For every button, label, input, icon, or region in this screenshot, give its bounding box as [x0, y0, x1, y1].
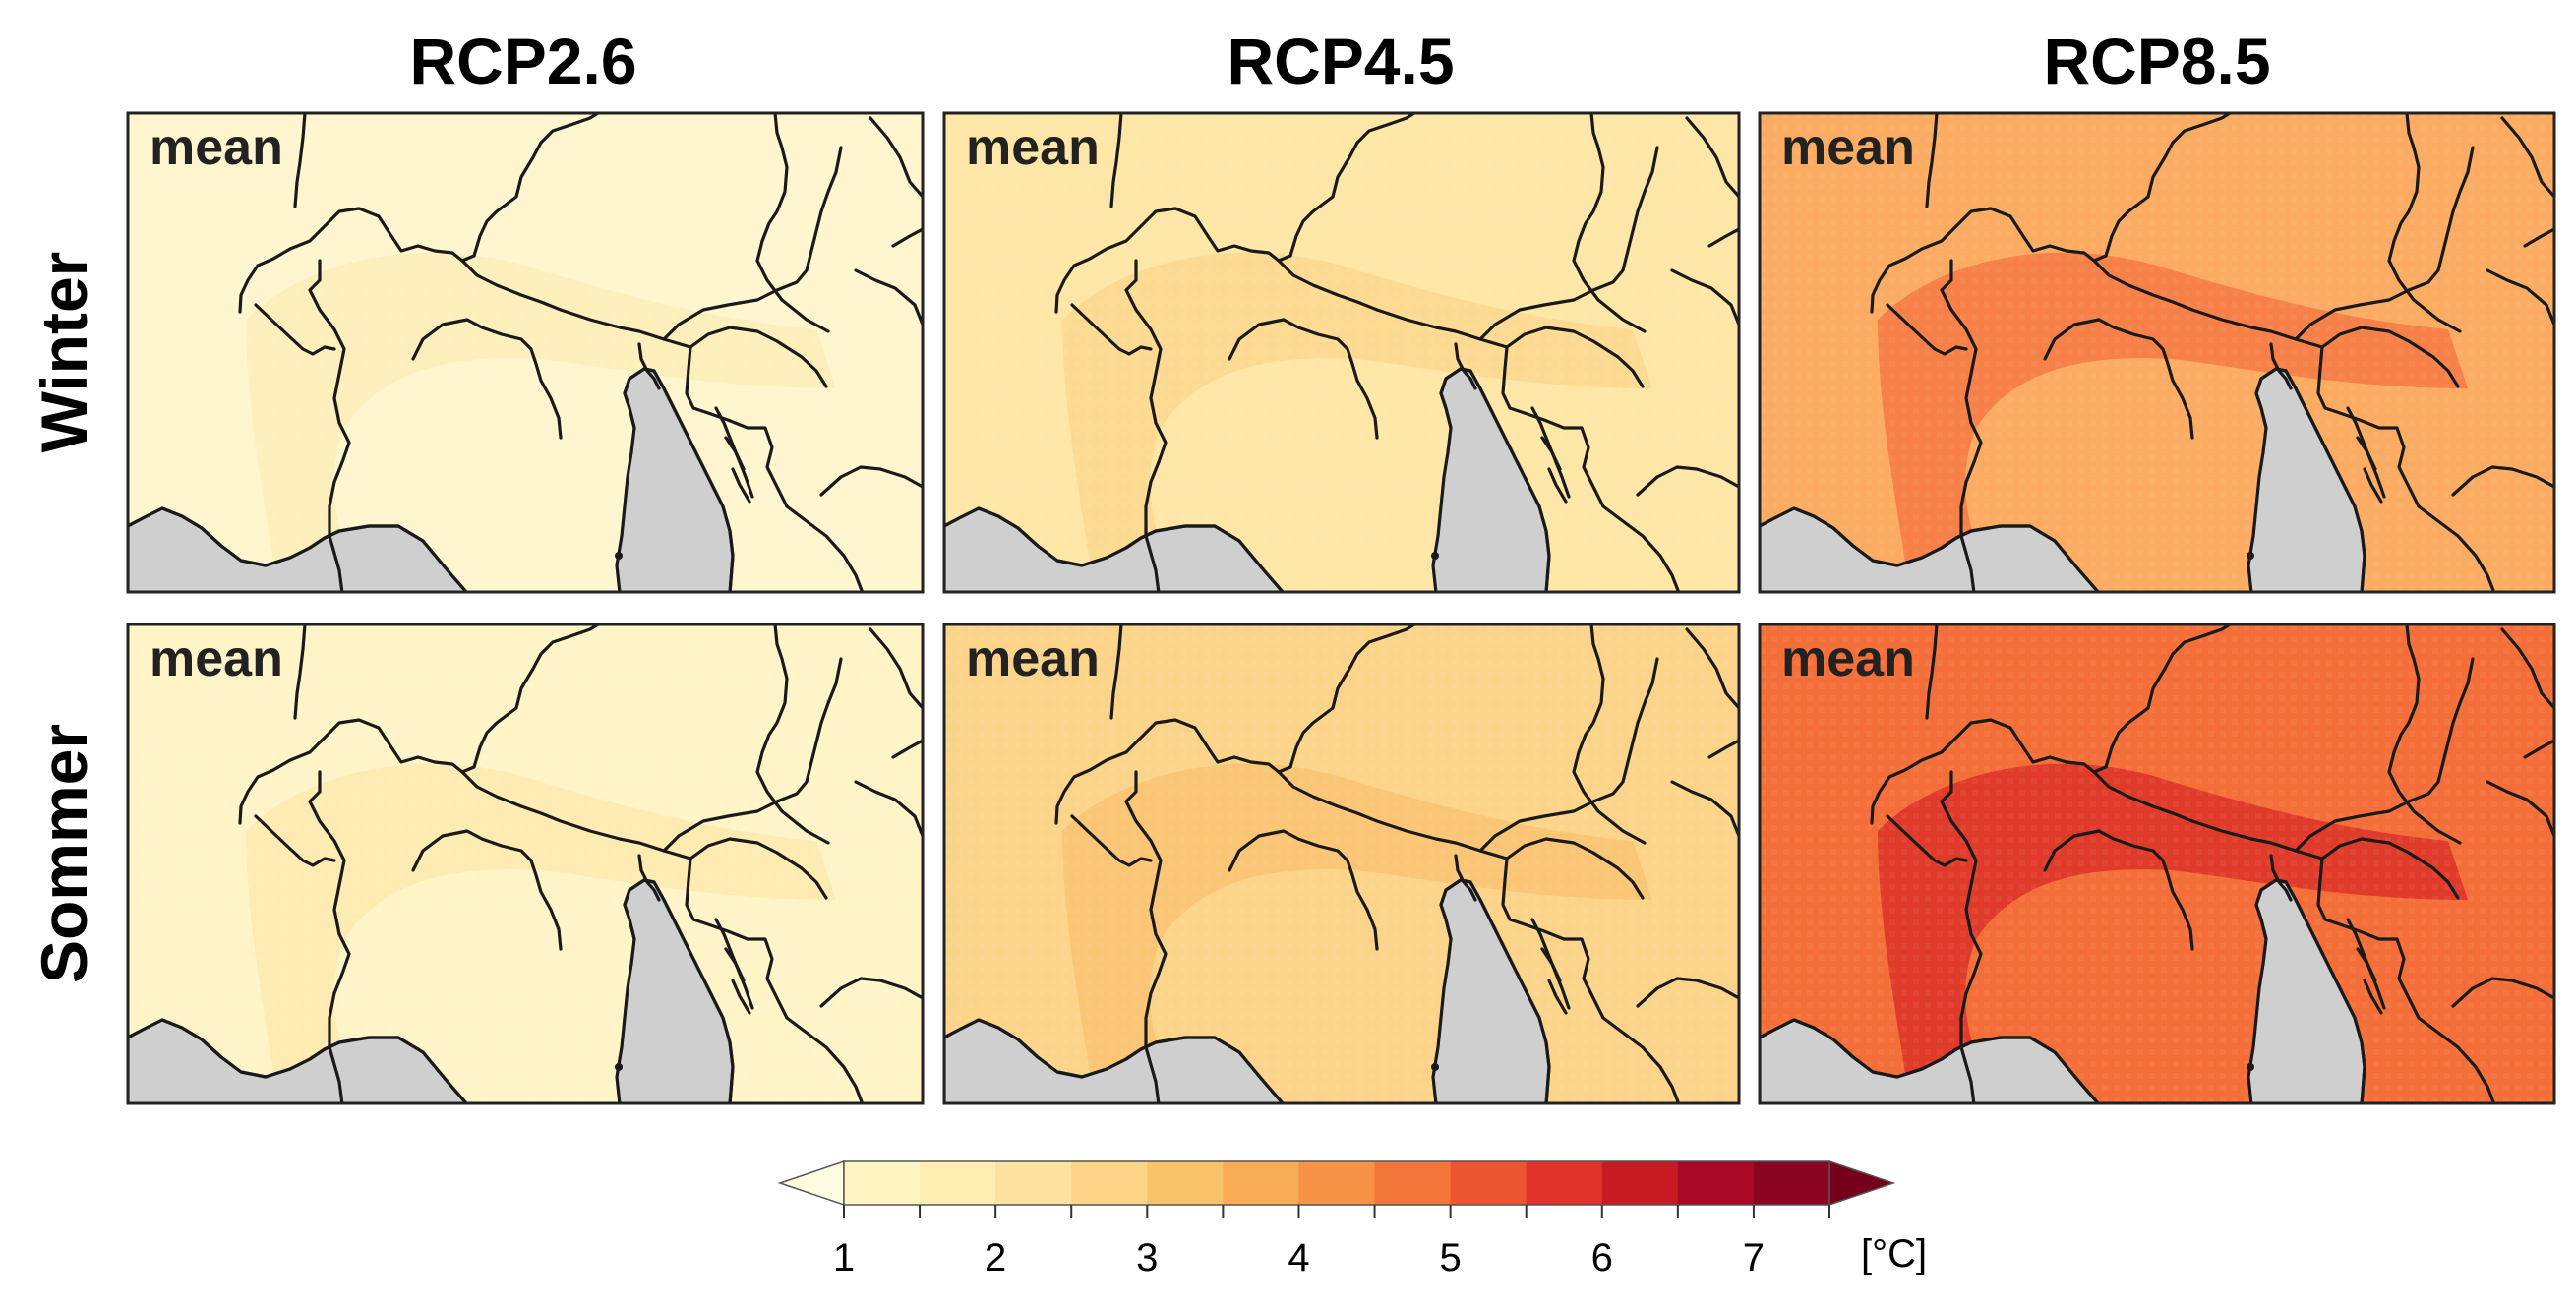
- colorbar-bin-0: [844, 1161, 921, 1205]
- panel-frame: [942, 111, 1741, 594]
- map-panel-sommer-rcp85: mean: [1758, 623, 2556, 1105]
- colorbar-bin-9: [1526, 1161, 1603, 1205]
- panel-label-mean: mean: [150, 119, 283, 176]
- colorbar: 1 2 3 4 5 6 7: [777, 1159, 1896, 1279]
- colorbar-tick-label-6: 6: [1591, 1236, 1613, 1279]
- colorbar-tick-label-1: 1: [833, 1236, 855, 1279]
- map-panel-winter-rcp85: mean: [1758, 111, 2556, 594]
- colorbar-bin-2: [995, 1161, 1072, 1205]
- colorbar-bin-8: [1450, 1161, 1528, 1205]
- map-panel-winter-rcp45: mean: [942, 111, 1741, 594]
- column-header-rcp45: RCP4.5: [1227, 25, 1454, 97]
- column-header-rcp85: RCP8.5: [2043, 25, 2270, 97]
- panel-label-mean: mean: [1781, 630, 1915, 687]
- colorbar-bin-7: [1374, 1161, 1452, 1205]
- panel-frame: [1758, 111, 2556, 594]
- colorbar-tick-label-7: 7: [1743, 1236, 1765, 1279]
- column-header-rcp26: RCP2.6: [409, 25, 636, 97]
- panel-label-mean: mean: [150, 630, 283, 687]
- colorbar-tick-label-5: 5: [1439, 1236, 1461, 1279]
- map-panel-sommer-rcp45: mean: [942, 623, 1741, 1105]
- colorbar-tick-label-4: 4: [1288, 1236, 1309, 1279]
- row-header-sommer: Sommer: [28, 724, 100, 983]
- colorbar-bin-4: [1147, 1161, 1224, 1205]
- map-panels: mean mean mean mean mean mean: [126, 111, 2556, 1105]
- colorbar-bin-1: [920, 1161, 996, 1205]
- colorbar-over-arrow: [1828, 1159, 1896, 1207]
- panel-frame: [942, 623, 1741, 1105]
- panel-frame: [126, 623, 925, 1105]
- colorbar-tick-label-2: 2: [985, 1236, 1006, 1279]
- colorbar-bin-12: [1753, 1161, 1830, 1205]
- row-header-winter: Winter: [28, 252, 100, 453]
- panel-label-mean: mean: [1781, 119, 1915, 176]
- panel-label-mean: mean: [966, 630, 1100, 687]
- colorbar-bin-6: [1298, 1161, 1376, 1205]
- colorbar-bin-10: [1601, 1161, 1679, 1205]
- panel-label-mean: mean: [966, 119, 1100, 176]
- map-panel-sommer-rcp26: mean: [126, 623, 925, 1105]
- colorbar-unit-label: [°C]: [1861, 1232, 1927, 1275]
- colorbar-outline: [843, 1160, 1830, 1206]
- panel-frame: [1758, 623, 2556, 1105]
- colorbar-bin-5: [1223, 1161, 1299, 1205]
- panel-frame: [126, 111, 925, 594]
- colorbar-bin-11: [1677, 1161, 1755, 1205]
- map-panel-winter-rcp26: mean: [126, 111, 925, 594]
- colorbar-bin-3: [1071, 1161, 1148, 1205]
- colorbar-under-arrow: [777, 1159, 845, 1207]
- colorbar-tick-label-3: 3: [1136, 1236, 1158, 1279]
